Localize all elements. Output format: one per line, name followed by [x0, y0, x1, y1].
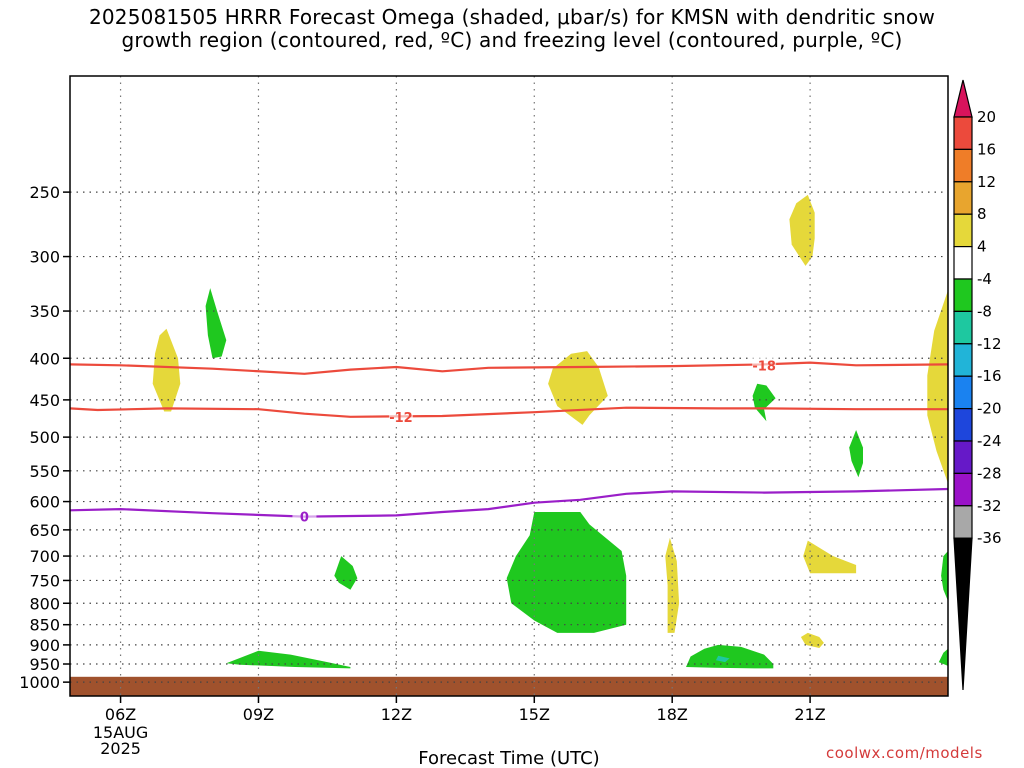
y-tick-label-700: 700 — [29, 547, 60, 566]
omega-region-4 — [789, 194, 815, 266]
x-tick-label-06Z: 06Z — [105, 705, 136, 724]
contour-label-2: 0 — [300, 511, 309, 526]
colorbar-label-0: 20 — [977, 108, 996, 126]
omega-region-16 — [938, 648, 948, 666]
contour-label-1: -12 — [389, 411, 413, 426]
ground-surface — [70, 676, 948, 696]
y-tick-label-450: 450 — [29, 391, 60, 410]
colorbar-bottom-triangle — [953, 537, 973, 691]
x-tick-label-15Z: 15Z — [519, 705, 550, 724]
chart-title: 2025081505 HRRR Forecast Omega (shaded, … — [0, 6, 1024, 52]
y-tick-label-550: 550 — [29, 462, 60, 481]
y-tick-label-600: 600 — [29, 493, 60, 512]
omega-region-0 — [152, 328, 181, 412]
x-tick-label-21Z: 21Z — [794, 705, 825, 724]
y-tick-label-750: 750 — [29, 571, 60, 590]
y-tick-label-350: 350 — [29, 302, 60, 321]
omega-region-10 — [803, 540, 857, 574]
y-tick-label-650: 650 — [29, 521, 60, 540]
contour-line-1 — [69, 406, 948, 418]
chart-title-line-1: 2025081505 HRRR Forecast Omega (shaded, … — [88, 5, 936, 29]
chart-title-line-2: growth region (contoured, red, ºC) and f… — [121, 28, 903, 52]
contour-line-0 — [69, 361, 949, 375]
x-tick-date: 15AUG — [93, 723, 148, 742]
colorbar-label-11: -28 — [977, 464, 1002, 482]
colorbar-band-0 — [953, 116, 973, 151]
colorbar-label-1: 16 — [977, 140, 996, 158]
colorbar-label-7: -12 — [977, 335, 1002, 353]
colorbar-band-12 — [953, 505, 973, 539]
x-tick-label-09Z: 09Z — [243, 705, 274, 724]
colorbar-band-3 — [953, 213, 973, 248]
plot-frame — [69, 75, 949, 697]
omega-region-3 — [752, 383, 776, 422]
y-tick-label-500: 500 — [29, 428, 60, 447]
colorbar-band-4 — [953, 246, 973, 280]
y-tick-label-250: 250 — [29, 183, 60, 202]
y-axis: 2503003504004505005506006507007508008509… — [19, 183, 70, 692]
y-tick-label-400: 400 — [29, 349, 60, 368]
colorbar-band-11 — [953, 472, 973, 507]
colorbar-label-2: 12 — [977, 173, 996, 191]
colorbar-band-5 — [953, 278, 973, 313]
contour-lines: -18 -12 0 — [69, 357, 949, 526]
omega-region-8 — [334, 556, 358, 590]
colorbar-label-9: -20 — [977, 400, 1002, 418]
y-tick-label-800: 800 — [29, 594, 60, 613]
colorbar-band-2 — [953, 181, 973, 215]
omega-region-15 — [715, 655, 730, 663]
omega-region-5 — [849, 430, 863, 478]
colorbar-label-13: -36 — [977, 529, 1002, 547]
colorbar-top-triangle — [953, 79, 973, 118]
omega-region-12 — [941, 551, 948, 601]
colorbar-band-1 — [953, 148, 973, 183]
contour-label-bg-2 — [292, 508, 317, 525]
y-tick-label-950: 950 — [29, 655, 60, 674]
colorbar-band-8 — [953, 375, 973, 410]
x-tick-label-18Z: 18Z — [657, 705, 688, 724]
colorbar-label-3: 8 — [977, 205, 987, 223]
x-axis-label: Forecast Time (UTC) — [418, 748, 599, 768]
colorbar-label-5: -4 — [977, 270, 992, 288]
omega-region-13 — [226, 650, 351, 669]
ground-layer — [70, 676, 948, 696]
contour-label-0: -18 — [752, 359, 776, 374]
omega-region-2 — [548, 351, 608, 425]
colorbar-label-6: -8 — [977, 302, 992, 320]
x-tick-label-12Z: 12Z — [381, 705, 412, 724]
colorbar-label-12: -32 — [977, 497, 1002, 515]
omega-region-1 — [205, 288, 227, 359]
colorbar-label-4: 4 — [977, 238, 987, 256]
colorbar-label-8: -16 — [977, 367, 1002, 385]
omega-region-14 — [686, 644, 774, 669]
contour-line-2 — [69, 487, 949, 518]
source-credit: coolwx.com/models — [826, 744, 983, 762]
omega-region-9 — [665, 537, 680, 633]
colorbar-band-9 — [953, 408, 973, 442]
y-tick-label-900: 900 — [29, 636, 60, 655]
contour-label-bg-1 — [388, 408, 413, 425]
colorbar-band-7 — [953, 343, 973, 377]
y-tick-label-300: 300 — [29, 248, 60, 267]
omega-shading — [152, 194, 948, 669]
x-tick-year: 2025 — [100, 739, 141, 758]
colorbar: 20 16 12 8 4 -4 -8 -12 -16 -20 -24 -28 -32 -36 — [953, 79, 1002, 691]
contour-label-bg-0 — [752, 357, 777, 374]
y-tick-label-850: 850 — [29, 616, 60, 635]
omega-region-7 — [506, 512, 627, 633]
omega-region-6 — [927, 290, 948, 484]
omega-region-11 — [800, 632, 824, 648]
y-tick-label-1000: 1000 — [19, 673, 60, 692]
colorbar-label-10: -24 — [977, 432, 1002, 450]
colorbar-band-10 — [953, 440, 973, 475]
grid-lines — [70, 76, 948, 696]
colorbar-band-6 — [953, 310, 973, 345]
